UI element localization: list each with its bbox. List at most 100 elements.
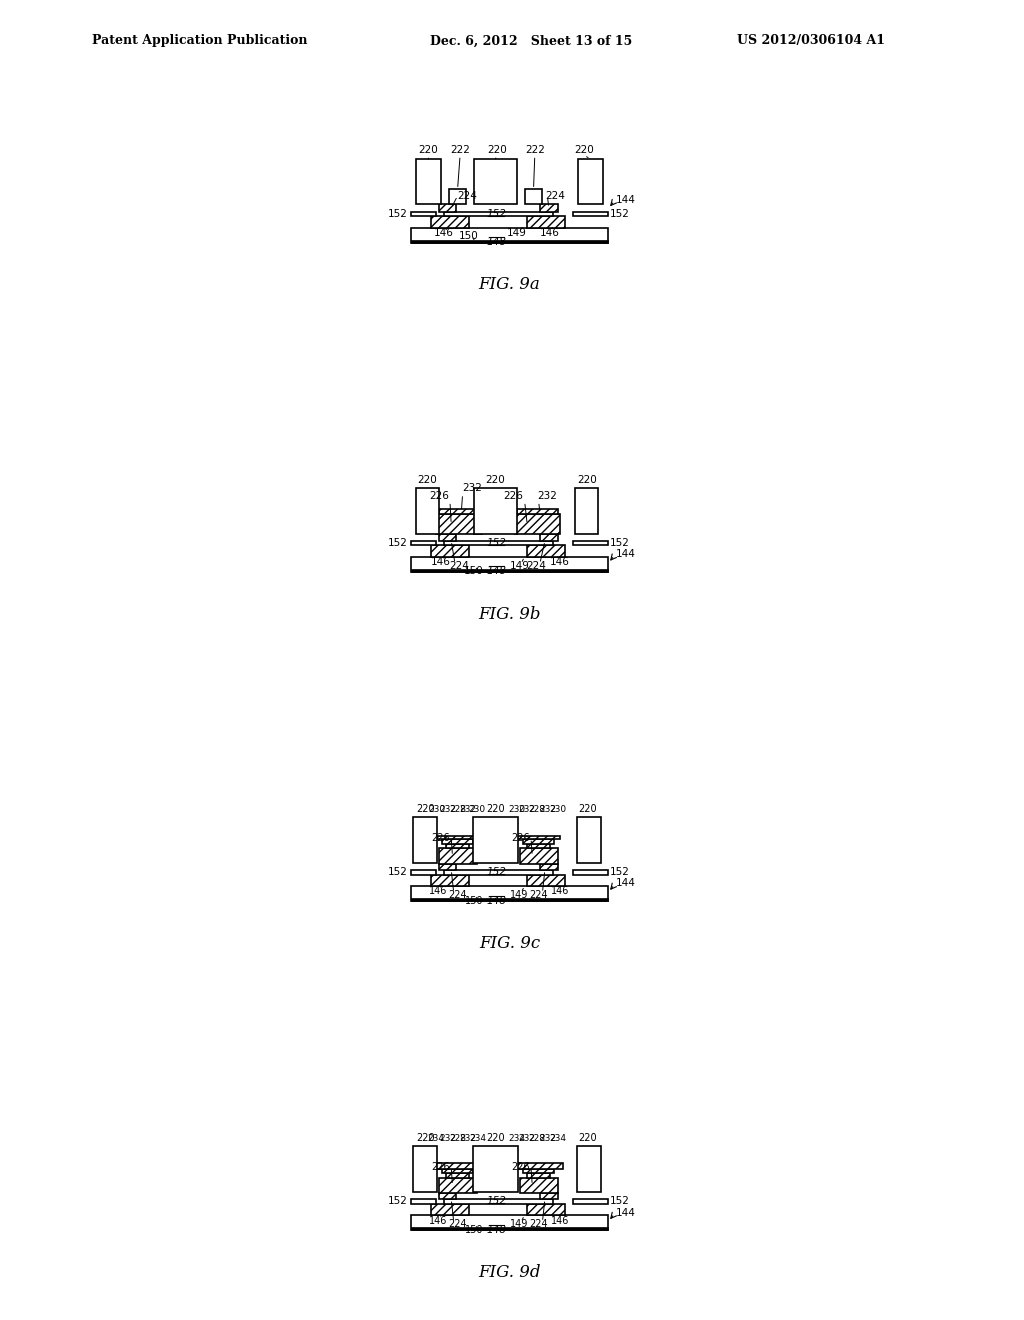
Bar: [572, 211, 608, 216]
Text: 152: 152: [609, 539, 630, 548]
Text: 234: 234: [509, 1134, 525, 1143]
Text: 148: 148: [486, 566, 507, 577]
Bar: [442, 840, 473, 843]
Text: 232: 232: [459, 805, 476, 813]
Bar: [473, 1147, 518, 1192]
Bar: [438, 510, 479, 515]
Text: 230: 230: [429, 805, 445, 813]
Text: 220: 220: [486, 804, 505, 813]
Text: 146: 146: [540, 228, 560, 238]
Text: 144: 144: [615, 1208, 636, 1217]
Text: FIG. 9c: FIG. 9c: [479, 935, 540, 952]
Text: 148: 148: [486, 238, 507, 247]
Text: US 2012/0306104 A1: US 2012/0306104 A1: [737, 34, 886, 48]
Text: 220: 220: [574, 145, 594, 156]
Bar: [540, 1193, 558, 1199]
Text: 146: 146: [429, 887, 447, 896]
Bar: [431, 545, 469, 557]
Bar: [540, 205, 558, 211]
Text: 224: 224: [449, 561, 469, 570]
Text: 226: 226: [431, 833, 450, 842]
Bar: [519, 1177, 558, 1193]
Bar: [523, 840, 554, 843]
Text: Patent Application Publication: Patent Application Publication: [92, 34, 307, 48]
Text: 152: 152: [486, 867, 507, 878]
Text: 144: 144: [615, 878, 636, 888]
Bar: [527, 1204, 565, 1216]
Bar: [572, 1199, 608, 1204]
Text: 232: 232: [538, 491, 557, 502]
Bar: [527, 843, 550, 849]
Text: 228: 228: [450, 805, 466, 813]
Text: 144: 144: [615, 549, 636, 560]
Text: 230: 230: [549, 805, 566, 813]
Bar: [438, 863, 457, 870]
Bar: [436, 836, 479, 840]
Text: FIG. 9a: FIG. 9a: [478, 276, 541, 293]
Bar: [431, 216, 469, 227]
Text: 146: 146: [434, 228, 454, 238]
Text: 149: 149: [510, 1218, 528, 1229]
Text: Dec. 6, 2012   Sheet 13 of 15: Dec. 6, 2012 Sheet 13 of 15: [430, 34, 633, 48]
Text: 220: 220: [485, 475, 506, 484]
Text: 234: 234: [428, 1134, 444, 1143]
Text: 230: 230: [509, 805, 525, 813]
Text: 150: 150: [459, 231, 479, 242]
Bar: [411, 541, 436, 545]
Bar: [443, 1199, 553, 1204]
Text: 232: 232: [463, 483, 482, 494]
Bar: [438, 1193, 457, 1199]
Text: 226: 226: [511, 1162, 529, 1172]
Text: 149: 149: [507, 228, 527, 238]
Text: 152: 152: [609, 209, 630, 219]
Text: 152: 152: [388, 539, 409, 548]
Bar: [527, 875, 565, 886]
Bar: [416, 158, 441, 205]
Bar: [431, 875, 469, 886]
Bar: [572, 541, 608, 545]
Text: 146: 146: [429, 1216, 447, 1226]
Bar: [578, 158, 603, 205]
Bar: [411, 240, 608, 243]
Text: 226: 226: [431, 1162, 450, 1172]
Text: 146: 146: [551, 887, 569, 896]
Text: 148: 148: [486, 895, 507, 906]
Bar: [443, 870, 553, 875]
Text: 220: 220: [577, 475, 597, 484]
Text: 224: 224: [529, 1218, 548, 1229]
Text: 228: 228: [528, 805, 546, 813]
Bar: [411, 870, 436, 875]
Text: 152: 152: [388, 209, 409, 219]
Text: 149: 149: [510, 890, 528, 900]
Text: 220: 220: [418, 475, 437, 484]
Text: 224: 224: [449, 890, 467, 900]
Text: 230: 230: [468, 805, 485, 813]
Text: 224: 224: [545, 191, 565, 201]
Bar: [577, 817, 601, 863]
Text: 220: 220: [579, 1133, 597, 1143]
Bar: [473, 817, 518, 863]
Bar: [411, 1228, 608, 1230]
Bar: [411, 886, 608, 902]
Text: 232: 232: [459, 1134, 476, 1143]
Bar: [474, 488, 517, 533]
Text: 150: 150: [464, 566, 484, 577]
Bar: [411, 898, 608, 902]
Text: 232: 232: [439, 1134, 456, 1143]
Text: 224: 224: [526, 561, 546, 570]
Text: 152: 152: [609, 867, 630, 878]
Text: 222: 222: [451, 145, 470, 156]
Text: 148: 148: [486, 1225, 507, 1234]
Text: 220: 220: [419, 145, 438, 156]
Text: 220: 220: [487, 145, 507, 156]
Text: 226: 226: [504, 491, 523, 502]
Text: 146: 146: [431, 557, 451, 568]
Text: 234: 234: [469, 1134, 486, 1143]
Bar: [411, 557, 608, 572]
Text: 228: 228: [450, 1134, 466, 1143]
Text: 224: 224: [529, 890, 548, 900]
Bar: [438, 849, 476, 863]
Bar: [411, 1216, 608, 1230]
Text: 224: 224: [449, 1218, 467, 1229]
Bar: [527, 1173, 550, 1177]
